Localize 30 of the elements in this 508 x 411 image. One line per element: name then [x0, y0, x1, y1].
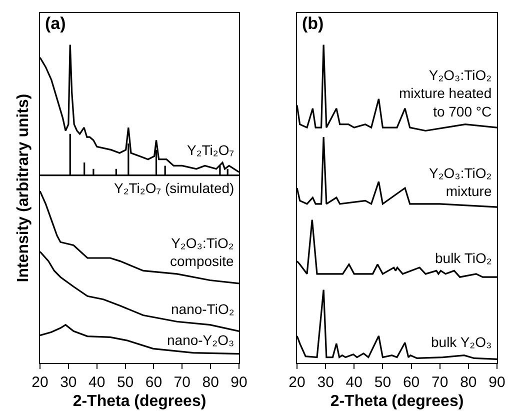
x-tick-label: 30 [60, 374, 77, 392]
x-tick-label: 80 [202, 374, 219, 392]
series-label: Y₂O₃:TiO₂ composite [170, 235, 234, 270]
x-tick-label: 60 [402, 374, 420, 392]
series-label: Y₂Ti₂O₇ (simulated) [114, 180, 234, 196]
series-label: nano-Y₂O₃ [167, 332, 234, 348]
x-tick-label: 90 [230, 374, 248, 392]
x-tick-label: 30 [317, 374, 334, 392]
series-label: Y₂Ti₂O₇ [187, 142, 234, 158]
x-tick-label: 70 [174, 374, 190, 392]
x-tick-label: 90 [488, 374, 506, 392]
chart-title: (b) [302, 14, 324, 33]
series-label: nano-TiO₂ [171, 301, 234, 317]
x-axis-title: 2-Theta (degrees) [72, 392, 206, 410]
series-label: Y₂O₃:TiO₂ mixture heated to 700 °C [399, 67, 492, 120]
chart-title: (a) [45, 14, 66, 33]
series-label: Y₂O₃:TiO₂ mixture [429, 165, 492, 200]
x-tick-label: 40 [346, 374, 362, 392]
series-label: bulk TiO₂ [435, 250, 492, 266]
x-tick-label: 40 [88, 374, 106, 392]
x-tick-label: 20 [32, 374, 48, 392]
x-tick-label: 80 [460, 374, 477, 392]
x-tick-label: 20 [288, 374, 306, 392]
x-tick-label: 50 [374, 374, 392, 392]
series-label: bulk Y₂O₃ [431, 334, 492, 350]
x-tick-label: 70 [432, 374, 448, 392]
x-axis-title: 2-Theta (degrees) [330, 392, 464, 410]
x-tick-label: 50 [116, 374, 134, 392]
y-axis-title: Intensity (arbitrary units) [14, 94, 32, 282]
x-tick-label: 60 [145, 374, 162, 392]
